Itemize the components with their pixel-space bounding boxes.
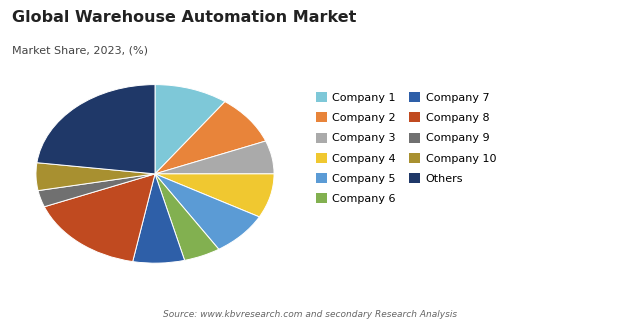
Wedge shape bbox=[155, 85, 225, 174]
Wedge shape bbox=[155, 174, 274, 217]
Wedge shape bbox=[155, 174, 219, 260]
Legend: Company 1, Company 2, Company 3, Company 4, Company 5, Company 6, Company 7, Com: Company 1, Company 2, Company 3, Company… bbox=[316, 92, 497, 204]
Text: Market Share, 2023, (%): Market Share, 2023, (%) bbox=[12, 45, 148, 55]
Text: Source: www.kbvresearch.com and secondary Research Analysis: Source: www.kbvresearch.com and secondar… bbox=[163, 310, 457, 319]
Wedge shape bbox=[133, 174, 185, 263]
Text: Global Warehouse Automation Market: Global Warehouse Automation Market bbox=[12, 10, 356, 25]
Wedge shape bbox=[155, 141, 274, 174]
Wedge shape bbox=[38, 174, 155, 207]
Wedge shape bbox=[36, 163, 155, 191]
Wedge shape bbox=[44, 174, 155, 261]
Wedge shape bbox=[37, 85, 155, 174]
Wedge shape bbox=[155, 102, 266, 174]
Wedge shape bbox=[155, 174, 259, 249]
